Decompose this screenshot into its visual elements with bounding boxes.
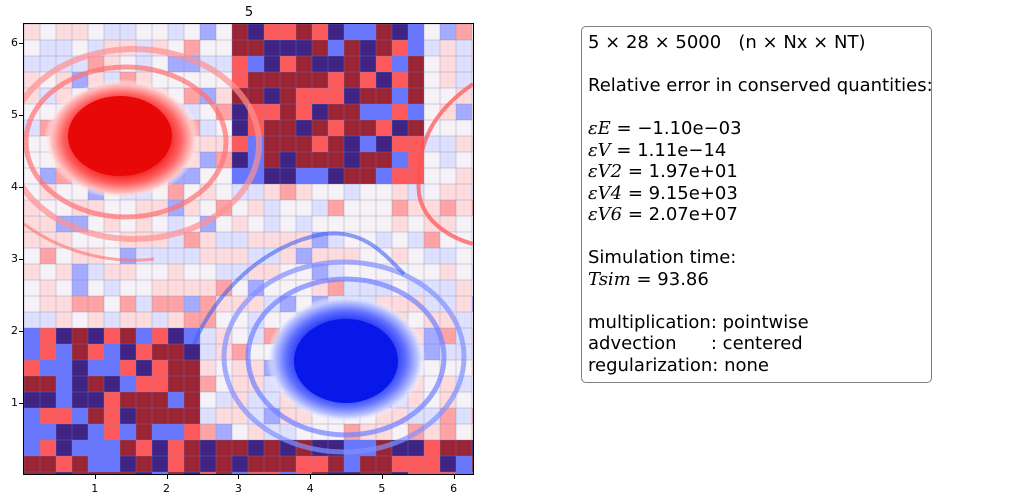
regularization-setting: regularization: none: [588, 354, 769, 376]
x-tick-label: 4: [306, 482, 314, 495]
y-tick-label: 3: [11, 252, 18, 266]
x-tick-label: 3: [234, 482, 242, 495]
y-tick: [19, 187, 23, 189]
error-v-symbol: εV: [588, 139, 611, 161]
x-tick: [381, 475, 383, 479]
error-v2-value: 1.97e+01: [648, 161, 738, 182]
error-v4-value: 9.15e+03: [648, 182, 738, 204]
x-tick-label: 2: [163, 482, 171, 495]
y-tick-label: 4: [11, 180, 18, 194]
y-tick: [19, 259, 23, 261]
blue-filament: [192, 231, 406, 345]
error-v6: εV6 = 2.07e+07: [588, 204, 738, 225]
x-tick: [94, 475, 96, 479]
x-tick: [310, 475, 312, 479]
y-tick-label: 2: [11, 324, 18, 338]
x-tick: [238, 475, 240, 479]
y-tick: [19, 115, 23, 117]
sim-time: Tsim = 93.86: [588, 268, 709, 290]
y-tick: [19, 43, 23, 45]
y-tick: [19, 403, 23, 405]
info-box: 5 × 28 × 5000 (n × Nx × NT) Relative err…: [581, 26, 933, 383]
x-tick-label: 6: [450, 482, 458, 495]
x-tick-label: 5: [378, 482, 386, 495]
red-vortex-ring: [24, 64, 229, 220]
vorticity-heatmap: [23, 23, 474, 475]
multiplication-setting: multiplication: pointwise: [588, 311, 809, 333]
x-tick-label: 1: [91, 482, 99, 495]
heatmap-svg: [24, 24, 473, 474]
error-e: εE = −1.10e−03: [588, 118, 742, 139]
sim-time-value: 93.86: [657, 268, 709, 290]
blue-vortex-core: [294, 319, 398, 403]
error-v6-value: 2.07e+07: [648, 204, 738, 225]
error-v2-symbol: εV2: [588, 161, 623, 182]
error-e-value: −1.10e−03: [637, 118, 742, 139]
x-tick: [166, 475, 168, 479]
error-v6-symbol: εV6: [588, 204, 623, 225]
error-e-symbol: εE: [588, 118, 611, 139]
y-tick-label: 1: [11, 396, 18, 410]
relative-error-heading: Relative error in conserved quantities:: [588, 75, 933, 96]
error-v4-symbol: εV4: [588, 182, 623, 204]
red-filament-left: [24, 222, 155, 262]
sim-time-heading: Simulation time:: [588, 247, 737, 268]
blue-vortex-ring: [245, 276, 447, 438]
error-v2: εV2 = 1.97e+01: [588, 161, 738, 182]
red-vortex-outer-ring: [24, 46, 262, 242]
x-tick: [453, 475, 455, 479]
y-tick-label: 6: [11, 36, 18, 50]
error-v: εV = 1.11e−14: [588, 139, 727, 161]
sim-time-symbol: Tsim: [588, 268, 631, 290]
error-v4: εV4 = 9.15e+03: [588, 182, 738, 204]
red-vortex-core: [68, 96, 172, 176]
advection-setting: advection : centered: [588, 333, 803, 354]
error-v-value: 1.11e−14: [637, 139, 727, 161]
red-filament: [416, 82, 473, 246]
blue-vortex-outer-ring: [221, 259, 467, 455]
y-tick: [19, 331, 23, 333]
y-tick-label: 5: [11, 108, 18, 122]
info-header: 5 × 28 × 5000 (n × Nx × NT): [588, 32, 866, 53]
plot-title: 5: [244, 5, 254, 20]
